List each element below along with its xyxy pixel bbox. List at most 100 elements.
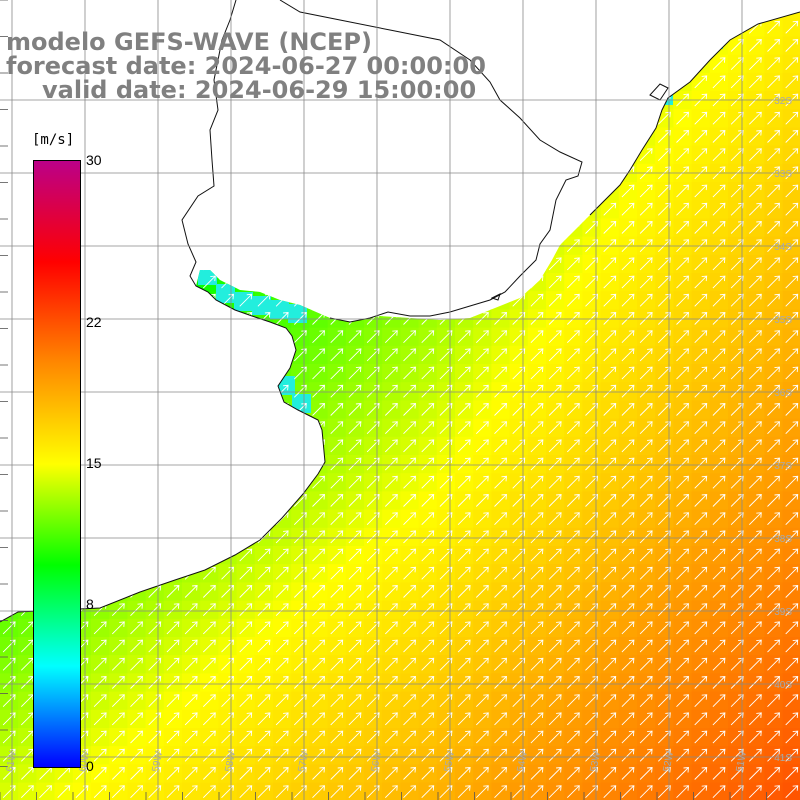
wind-arrow [293, 202, 307, 216]
wind-cell [145, 145, 165, 165]
wind-cell [54, 582, 74, 602]
wind-arrow [712, 384, 726, 398]
model-title: modelo GEFS-WAVE (NCEP) [6, 28, 372, 56]
wind-arrow [694, 129, 708, 143]
wind-arrow [603, 57, 617, 71]
wind-arrow [330, 366, 344, 380]
wind-arrow [712, 366, 726, 380]
wind-arrow [184, 475, 198, 489]
wind-arrow [75, 566, 89, 580]
wind-arrow [166, 530, 180, 544]
wind-arrow [239, 439, 253, 453]
wind-cell [527, 273, 547, 292]
wind-arrow [348, 202, 362, 216]
wind-arrow [603, 330, 617, 344]
wind-cell [236, 218, 256, 238]
wind-arrow [403, 12, 417, 16]
wind-cell [91, 491, 110, 511]
wind-cell [109, 527, 128, 547]
wind-arrow [548, 38, 562, 52]
wind-arrow [57, 184, 71, 198]
wind-arrow [111, 493, 125, 507]
wind-arrow [275, 493, 289, 507]
wind-cell [491, 54, 511, 74]
wind-arrow [457, 12, 471, 16]
wind-arrow [494, 129, 508, 143]
wind-cell [145, 273, 165, 292]
wind-cell [163, 218, 183, 238]
wind-arrow [202, 421, 216, 435]
wind-cell [72, 127, 92, 147]
wind-cell [109, 254, 128, 274]
wind-cell [127, 436, 147, 456]
wind-cell [72, 527, 92, 547]
wind-arrow [639, 530, 653, 544]
wind-arrow [566, 530, 580, 544]
wind-arrow [494, 257, 508, 271]
wind-arrow [330, 275, 344, 289]
wind-cell [564, 18, 583, 37]
wind-arrow [530, 366, 544, 380]
wind-arrow [694, 421, 708, 435]
wind-arrow [75, 366, 89, 380]
wind-cell [145, 12, 165, 19]
wind-arrow [57, 275, 71, 289]
wind-cell [54, 327, 74, 347]
wind-arrow [312, 202, 326, 216]
wind-arrow [166, 184, 180, 198]
wind-arrow [530, 402, 544, 416]
wind-cell [200, 418, 219, 438]
wind-arrow [312, 220, 326, 234]
wind-cell [473, 218, 492, 238]
wind-cell [582, 18, 602, 37]
wind-arrow [603, 493, 617, 507]
wind-cell [182, 455, 201, 474]
wind-arrow [657, 421, 671, 435]
wind-arrow [293, 111, 307, 125]
wind-arrow [475, 257, 489, 271]
wind-cell [91, 254, 110, 274]
wind-arrow [421, 530, 435, 544]
latitude-label: 39S [774, 607, 792, 618]
wind-arrow [75, 384, 89, 398]
wind-cell [0, 527, 19, 547]
wind-cell [655, 54, 674, 74]
wind-arrow [585, 421, 599, 435]
wind-arrow [730, 275, 744, 289]
wind-arrow [566, 348, 580, 362]
wind-arrow [621, 12, 635, 16]
wind-arrow [530, 330, 544, 344]
wind-arrow [676, 384, 690, 398]
wind-arrow [93, 311, 107, 325]
wind-arrow [712, 275, 726, 289]
wind-arrow [312, 257, 326, 271]
latitude-label: 35S [774, 315, 792, 326]
wind-arrow [494, 202, 508, 216]
wind-arrow [748, 457, 762, 471]
wind-cell [309, 218, 329, 238]
wind-arrow [348, 493, 362, 507]
wind-arrow [639, 493, 653, 507]
wind-arrow [93, 584, 107, 598]
wind-cell [54, 291, 74, 310]
wind-arrow [39, 184, 53, 198]
wind-arrow [676, 184, 690, 198]
wind-cell [582, 145, 602, 165]
wind-cell [691, 36, 711, 56]
wind-cell [91, 418, 110, 438]
wind-cell [436, 273, 456, 292]
wind-cell [200, 546, 219, 565]
wind-arrow [130, 220, 144, 234]
wind-cell [327, 109, 347, 128]
wind-cell [109, 509, 128, 529]
wind-arrow [639, 257, 653, 271]
wind-arrow [111, 366, 125, 380]
wind-arrow [403, 257, 417, 271]
wind-cell [200, 200, 219, 219]
wind-arrow [639, 202, 653, 216]
wind-cell [163, 327, 183, 347]
wind-cell [273, 200, 292, 219]
wind-arrow [475, 275, 489, 289]
wind-cell [764, 12, 784, 19]
wind-arrow [748, 75, 762, 89]
